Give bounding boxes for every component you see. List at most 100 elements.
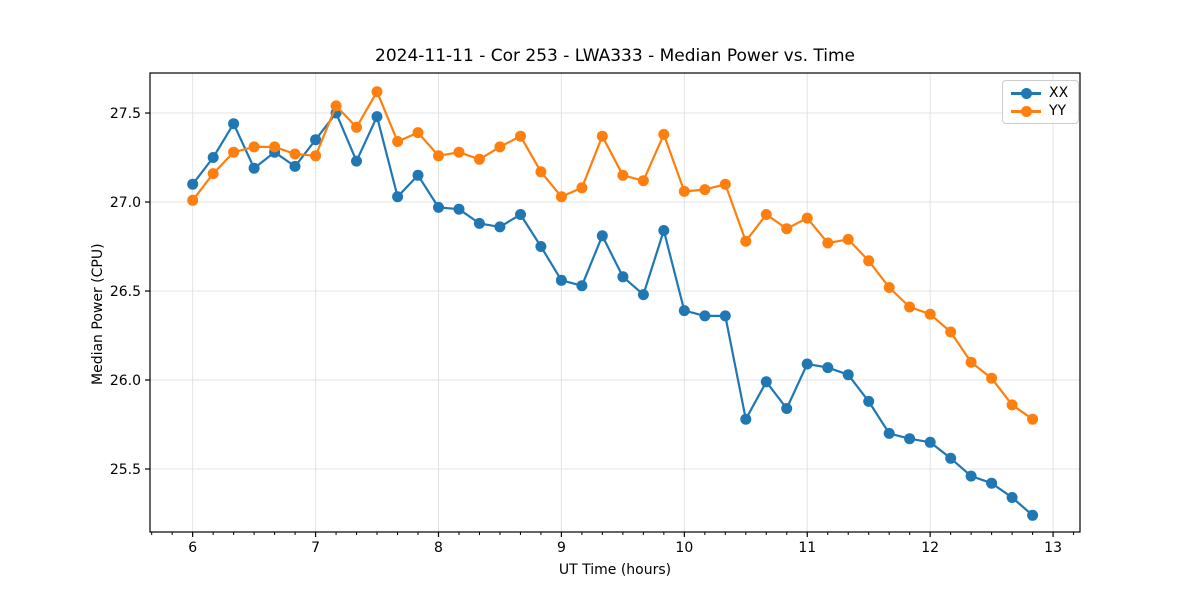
x-tick-label: 12	[921, 540, 939, 556]
series-yy-point	[596, 130, 608, 142]
series-xx-point	[924, 436, 936, 448]
x-tick-label: 10	[675, 540, 693, 556]
series-yy-point	[392, 136, 404, 147]
legend-label: XX	[1049, 85, 1069, 101]
series-xx-point	[392, 191, 404, 203]
legend-item-xx: XX	[1011, 86, 1068, 100]
y-tick-label: 26.5	[110, 284, 141, 300]
series-xx-point	[1027, 509, 1039, 521]
series-yy-point	[269, 141, 281, 153]
series-yy-point	[637, 175, 649, 187]
series-xx-point	[904, 433, 916, 445]
series-yy-point	[453, 146, 465, 158]
series-yy-point	[473, 153, 485, 165]
series-xx-point	[801, 358, 813, 370]
series-xx-point	[617, 271, 629, 283]
series-yy-point	[412, 127, 424, 139]
series-xx-point	[699, 310, 711, 322]
x-tick-label: 9	[557, 540, 566, 556]
x-tick-label: 11	[798, 540, 816, 556]
series-xx-point	[596, 230, 608, 242]
series-yy-point	[801, 212, 813, 224]
legend-label: YY	[1049, 103, 1067, 119]
x-tick-label: 7	[311, 540, 320, 556]
series-yy-point	[719, 178, 731, 190]
series-xx-point	[494, 221, 506, 233]
series-yy-point	[228, 146, 240, 158]
series-xx-point	[555, 274, 567, 286]
series-yy-point	[658, 128, 670, 140]
series-yy-point	[187, 194, 199, 206]
series-xx-point	[781, 403, 793, 414]
series-yy-point	[822, 237, 834, 249]
x-axis-label: UT Time (hours)	[558, 562, 672, 578]
y-tick-label: 26.0	[110, 373, 141, 389]
series-xx-point	[842, 369, 854, 381]
series-yy-point	[986, 372, 998, 384]
series-xx-point	[310, 134, 322, 146]
chart-title: 2024-11-11 - Cor 253 - LWA333 - Median P…	[375, 46, 855, 66]
series-yy-point	[310, 150, 322, 162]
series-yy-point	[1027, 413, 1039, 425]
legend: XX YY	[1002, 80, 1080, 124]
series-xx-point	[719, 310, 731, 322]
series-yy-point	[678, 185, 690, 197]
legend-line-marker-icon	[1011, 105, 1041, 117]
series-xx-point	[986, 477, 998, 489]
series-yy-point	[289, 148, 301, 160]
y-axis-label: Median Power (CPU)	[90, 243, 106, 385]
series-xx-point	[740, 413, 752, 425]
series-yy-point	[760, 209, 772, 220]
series-xx-point	[412, 169, 424, 181]
series-xx-point	[760, 376, 772, 388]
axes-spines	[149, 72, 1081, 533]
series-xx-point	[187, 178, 199, 190]
series-xx-point	[1006, 492, 1018, 503]
series-xx-point	[228, 118, 240, 130]
series-yy-point	[617, 169, 629, 181]
legend-line-marker-icon	[1011, 87, 1041, 99]
series-xx-point	[248, 162, 260, 174]
y-tick-label: 25.5	[110, 462, 141, 478]
series-yy-point	[433, 150, 444, 162]
series-xx-point	[515, 209, 526, 220]
series-xx-point	[576, 280, 588, 292]
y-tick-label: 27.5	[110, 106, 141, 122]
series-yy-point	[945, 326, 957, 338]
legend-item-yy: YY	[1011, 104, 1068, 118]
series-yy-point	[330, 100, 342, 112]
series-yy-point	[555, 191, 567, 203]
series-xx-point	[863, 395, 875, 407]
series-yy-point	[965, 356, 977, 368]
series-xx-point	[945, 452, 957, 464]
series-xx-point	[473, 217, 485, 229]
series-xx-point	[453, 203, 465, 215]
series-yy-point	[576, 182, 588, 194]
series-xx-point	[351, 155, 362, 167]
series-xx-line	[191, 111, 1034, 517]
series-xx-point	[883, 427, 895, 439]
series-xx-point	[535, 241, 547, 252]
series-yy-point	[883, 282, 895, 293]
series-yy-point	[371, 86, 383, 98]
series-yy-point	[248, 141, 260, 153]
series-yy-point	[515, 130, 526, 142]
series-yy-point	[699, 184, 711, 196]
series-xx-point	[965, 470, 977, 482]
series-yy-point	[535, 166, 547, 178]
series-yy-point	[1006, 399, 1018, 411]
series-yy-point	[781, 223, 793, 235]
series-xx-point	[658, 225, 670, 236]
y-tick-label: 27.0	[110, 195, 141, 211]
series-xx-point	[371, 111, 383, 123]
x-tick-label: 13	[1044, 540, 1062, 556]
x-tick-label: 8	[434, 540, 443, 556]
series-yy-point	[494, 141, 506, 153]
series-xx-point	[289, 160, 301, 172]
series-yy-point	[924, 308, 936, 320]
series-yy-point	[351, 121, 362, 133]
series-xx-point	[637, 289, 649, 301]
x-tick-label: 6	[188, 540, 197, 556]
